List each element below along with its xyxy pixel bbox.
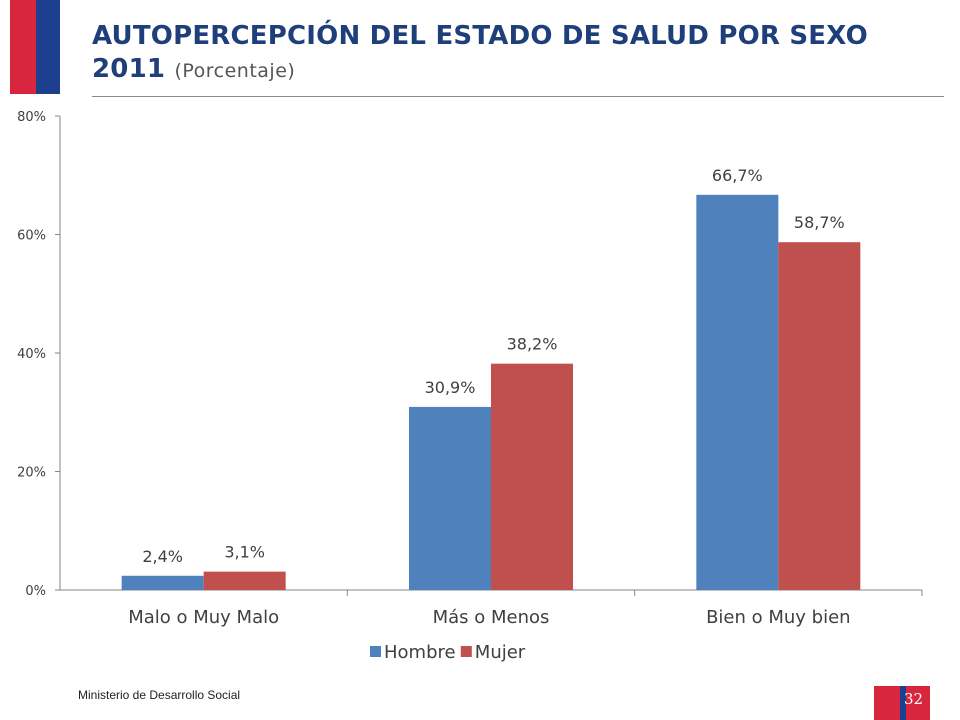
legend-label-mujer: Mujer: [475, 642, 526, 663]
x-tick-label: Bien o Muy bien: [706, 607, 851, 628]
y-tick-label: 60%: [17, 229, 46, 244]
bar-hombre: [409, 406, 491, 590]
page-flag-red: [874, 686, 904, 720]
y-tick-label: 80%: [17, 110, 46, 125]
title-main: AUTOPERCEPCIÓN DEL ESTADO DE SALUD POR S…: [92, 21, 868, 84]
x-tick-label: Malo o Muy Malo: [128, 607, 279, 628]
title-subtitle: (Porcentaje): [174, 60, 296, 82]
flag-red-stripe: [10, 0, 36, 94]
page-flag-blue: [900, 686, 906, 720]
legend-swatch-mujer: [460, 646, 472, 657]
x-tick-label: Más o Menos: [433, 607, 550, 628]
legend-label-hombre: Hombre: [384, 642, 456, 663]
footer-organization: Ministerio de Desarrollo Social: [78, 688, 241, 702]
data-label: 30,9%: [425, 378, 476, 397]
bar-hombre: [121, 575, 204, 590]
data-label: 58,7%: [794, 213, 845, 232]
y-tick-label: 0%: [25, 584, 46, 599]
bar-mujer: [491, 363, 573, 590]
legend-swatch-hombre: [370, 646, 381, 657]
y-tick-label: 40%: [17, 347, 46, 362]
bar-mujer: [203, 571, 286, 590]
title-divider: [92, 96, 944, 97]
data-label: 66,7%: [712, 166, 763, 185]
page-number: 32: [904, 690, 924, 708]
bar-chart: 0% 20% 40% 60% 80% 2,4% 3,1% Malo o Muy Malo 30,…: [17, 110, 923, 663]
bar-mujer: [778, 242, 861, 590]
data-label: 3,1%: [224, 543, 265, 562]
page-number-badge: [874, 686, 930, 720]
slide-title: AUTOPERCEPCIÓN DEL ESTADO DE SALUD POR S…: [92, 20, 932, 88]
data-label: 38,2%: [507, 335, 558, 354]
page-flag-red-right: [906, 686, 930, 720]
y-tick-label: 20%: [17, 466, 46, 481]
flag-decoration: [10, 0, 60, 94]
data-label: 2,4%: [142, 547, 183, 566]
flag-blue-stripe: [36, 0, 60, 94]
bar-hombre: [696, 194, 779, 590]
